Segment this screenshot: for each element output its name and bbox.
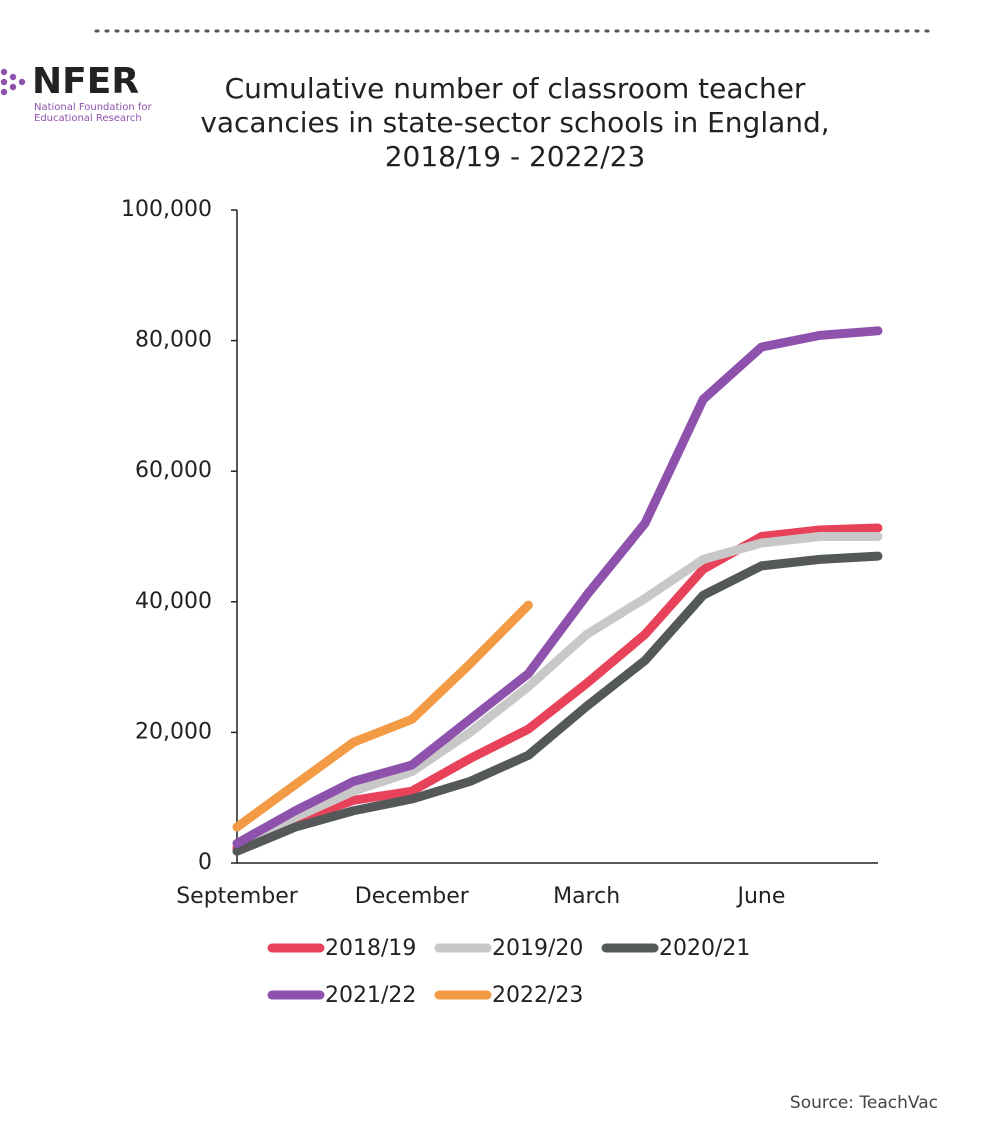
y-tick-label: 80,000 — [135, 328, 212, 353]
series-line — [232, 326, 883, 848]
logo-dots — [0, 68, 26, 96]
y-tick-label: 20,000 — [135, 719, 212, 744]
legend-label: 2022/23 — [492, 983, 583, 1008]
y-tick-label: 100,000 — [121, 197, 212, 222]
x-tick-label: March — [553, 884, 620, 909]
logo-subtitle: National Foundation for — [34, 102, 152, 113]
logo-subtitle: Educational Research — [34, 113, 142, 124]
logo-name: NFER — [32, 61, 139, 102]
legend-label: 2021/22 — [325, 983, 416, 1008]
legend-label: 2020/21 — [659, 936, 750, 961]
y-tick-label: 0 — [198, 850, 212, 875]
legend-label: 2018/19 — [325, 936, 416, 961]
x-tick-label: December — [355, 884, 470, 909]
series-line — [232, 600, 533, 832]
series-line — [232, 523, 883, 853]
source: Source: TeachVac — [790, 1093, 938, 1113]
series-line — [232, 532, 883, 848]
series-line — [232, 551, 883, 856]
y-tick-label: 40,000 — [135, 589, 212, 614]
x-tick-label: September — [176, 884, 299, 909]
y-tick-label: 60,000 — [135, 458, 212, 483]
x-tick-label: June — [735, 884, 785, 909]
legend-label: 2019/20 — [492, 936, 583, 961]
chart-title: Cumulative number of classroom teacher v… — [200, 72, 830, 173]
